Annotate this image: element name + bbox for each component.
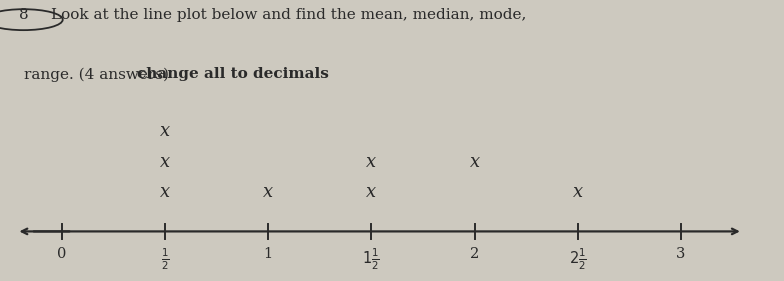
Text: $1\frac{1}{2}$: $1\frac{1}{2}$	[362, 247, 380, 272]
Text: x: x	[160, 153, 170, 171]
Text: x: x	[160, 123, 170, 140]
Text: x: x	[263, 183, 274, 201]
Text: x: x	[366, 153, 376, 171]
Text: 0: 0	[57, 247, 67, 261]
Text: change all to decimals: change all to decimals	[137, 67, 329, 81]
Text: range. (4 answers): range. (4 answers)	[24, 67, 178, 82]
Text: 2: 2	[470, 247, 479, 261]
Text: x: x	[366, 183, 376, 201]
Text: 1: 1	[263, 247, 273, 261]
Text: 3: 3	[676, 247, 685, 261]
Text: x: x	[160, 183, 170, 201]
Text: $2\frac{1}{2}$: $2\frac{1}{2}$	[568, 247, 586, 272]
Text: $\frac{1}{2}$: $\frac{1}{2}$	[161, 247, 169, 272]
Text: Look at the line plot below and find the mean, median, mode,: Look at the line plot below and find the…	[51, 8, 526, 22]
Text: x: x	[572, 183, 583, 201]
Text: 8: 8	[19, 8, 28, 22]
Text: x: x	[470, 153, 480, 171]
